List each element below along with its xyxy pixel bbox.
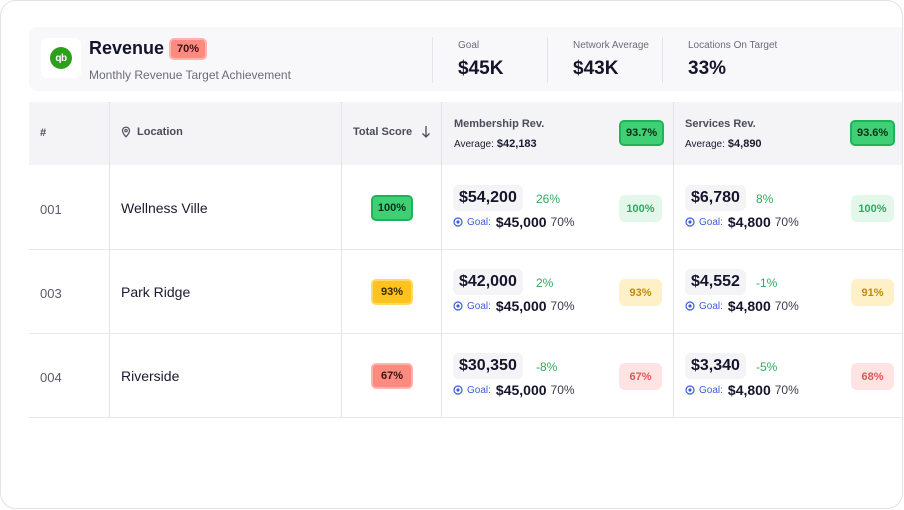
services-average-value: $4,890 [727,138,762,150]
total-score-badge: 67% [371,363,413,389]
membership-goal: Goal: $45,000 70% [453,382,575,398]
location-pin-icon [121,126,131,138]
goal-target-icon [453,217,463,227]
goal-target-icon [685,385,695,395]
services-change: -1% [756,276,778,290]
membership-goal: Goal: $45,000 70% [453,214,575,230]
services-percent-pill: 68% [851,363,894,390]
membership-change: 26% [536,192,561,206]
membership-percent-badge: 93.7% [619,120,665,146]
goal-label: Goal: [467,384,491,396]
services-amount: $4,552 [685,269,746,295]
membership-percent-pill: 93% [619,279,662,306]
row-location[interactable]: Riverside [121,368,180,384]
goal-value: $45,000 [495,298,547,314]
page-subtitle: Monthly Revenue Target Achievement [89,68,291,82]
membership-percent-pill: 100% [619,195,662,222]
column-header-total-score[interactable]: Total Score [353,125,432,139]
column-header-location[interactable]: Location [120,126,183,138]
column-header-number: # [40,127,47,139]
total-score-badge: 93% [371,279,413,305]
kpi-goal-value: $45K [458,58,504,79]
goal-percent: 70% [774,215,799,229]
services-goal: Goal: $4,800 70% [685,382,799,398]
services-average-label: Average: [685,139,725,150]
kpi-goal-label: Goal [458,40,480,51]
membership-average-value: $42,183 [496,138,537,150]
goal-percent: 70% [774,383,799,397]
goal-target-icon [453,385,463,395]
revenue-header-card: qb Revenue 70% Monthly Revenue Target Ac… [29,27,902,91]
goal-value: $4,800 [727,214,771,230]
goal-target-icon [685,217,695,227]
table-row[interactable]: 004 Riverside 67% $30,350 -8% Goal: $45,… [29,334,902,418]
goal-value: $45,000 [495,214,547,230]
column-divider [341,102,342,417]
goal-label: Goal: [467,300,491,312]
row-location[interactable]: Wellness Ville [121,200,208,216]
kpi-goal: Goal $45K [432,37,547,83]
membership-amount: $54,200 [453,185,523,211]
goal-label: Goal: [699,384,723,396]
column-divider [673,102,674,417]
goal-label: Goal: [467,216,491,228]
table-header: # Location Total Score Membership Rev. A… [29,102,902,165]
services-percent-badge: 93.6% [850,120,896,146]
column-header-location-label: Location [137,126,183,138]
row-location[interactable]: Park Ridge [121,284,191,300]
services-average: Average: $4,890 [685,138,762,150]
kpi-network-average-label: Network Average [573,40,649,51]
goal-label: Goal: [699,216,723,228]
goal-target-icon [685,301,695,311]
column-header-total-score-label: Total Score [353,126,413,138]
goal-percent: 70% [774,299,799,313]
kpi-network-average: Network Average $43K [547,37,662,83]
column-divider [109,102,110,417]
page-title: Revenue [89,38,165,58]
revenue-status-badge: 70% [169,38,208,60]
total-score-badge: 100% [371,195,413,221]
services-goal: Goal: $4,800 70% [685,214,799,230]
membership-amount: $42,000 [453,269,523,295]
membership-change: 2% [536,276,554,290]
table-row[interactable]: 001 Wellness Ville 100% $54,200 26% Goal… [29,166,902,250]
membership-percent-pill: 67% [619,363,662,390]
services-goal: Goal: $4,800 70% [685,298,799,314]
membership-average: Average: $42,183 [454,138,537,150]
goal-value: $4,800 [727,382,771,398]
goal-value: $45,000 [495,382,547,398]
column-header-services[interactable]: Services Rev. [685,118,756,130]
services-amount: $6,780 [685,185,746,211]
membership-goal: Goal: $45,000 70% [453,298,575,314]
column-header-membership[interactable]: Membership Rev. [454,118,545,130]
goal-label: Goal: [699,300,723,312]
goal-percent: 70% [550,299,575,313]
goal-value: $4,800 [727,298,771,314]
membership-amount: $30,350 [453,353,523,379]
goal-target-icon [453,301,463,311]
kpi-locations-on-target-label: Locations On Target [688,40,778,51]
sort-descending-icon[interactable] [420,125,432,139]
membership-average-label: Average: [454,139,494,150]
column-divider [441,102,442,417]
row-number: 003 [40,286,62,301]
row-number: 001 [40,202,62,217]
goal-percent: 70% [550,215,575,229]
services-percent-pill: 91% [851,279,894,306]
kpi-locations-on-target: Locations On Target 33% [662,37,862,83]
goal-percent: 70% [550,383,575,397]
kpi-locations-on-target-value: 33% [688,58,727,79]
services-change: 8% [756,192,774,206]
quickbooks-icon: qb [50,47,72,69]
services-change: -5% [756,360,778,374]
membership-change: -8% [536,360,558,374]
quickbooks-logo: qb [41,38,81,78]
kpi-network-average-value: $43K [573,58,619,79]
row-number: 004 [40,370,62,385]
services-percent-pill: 100% [851,195,894,222]
services-amount: $3,340 [685,353,746,379]
table-row[interactable]: 003 Park Ridge 93% $42,000 2% Goal: $45,… [29,250,902,334]
